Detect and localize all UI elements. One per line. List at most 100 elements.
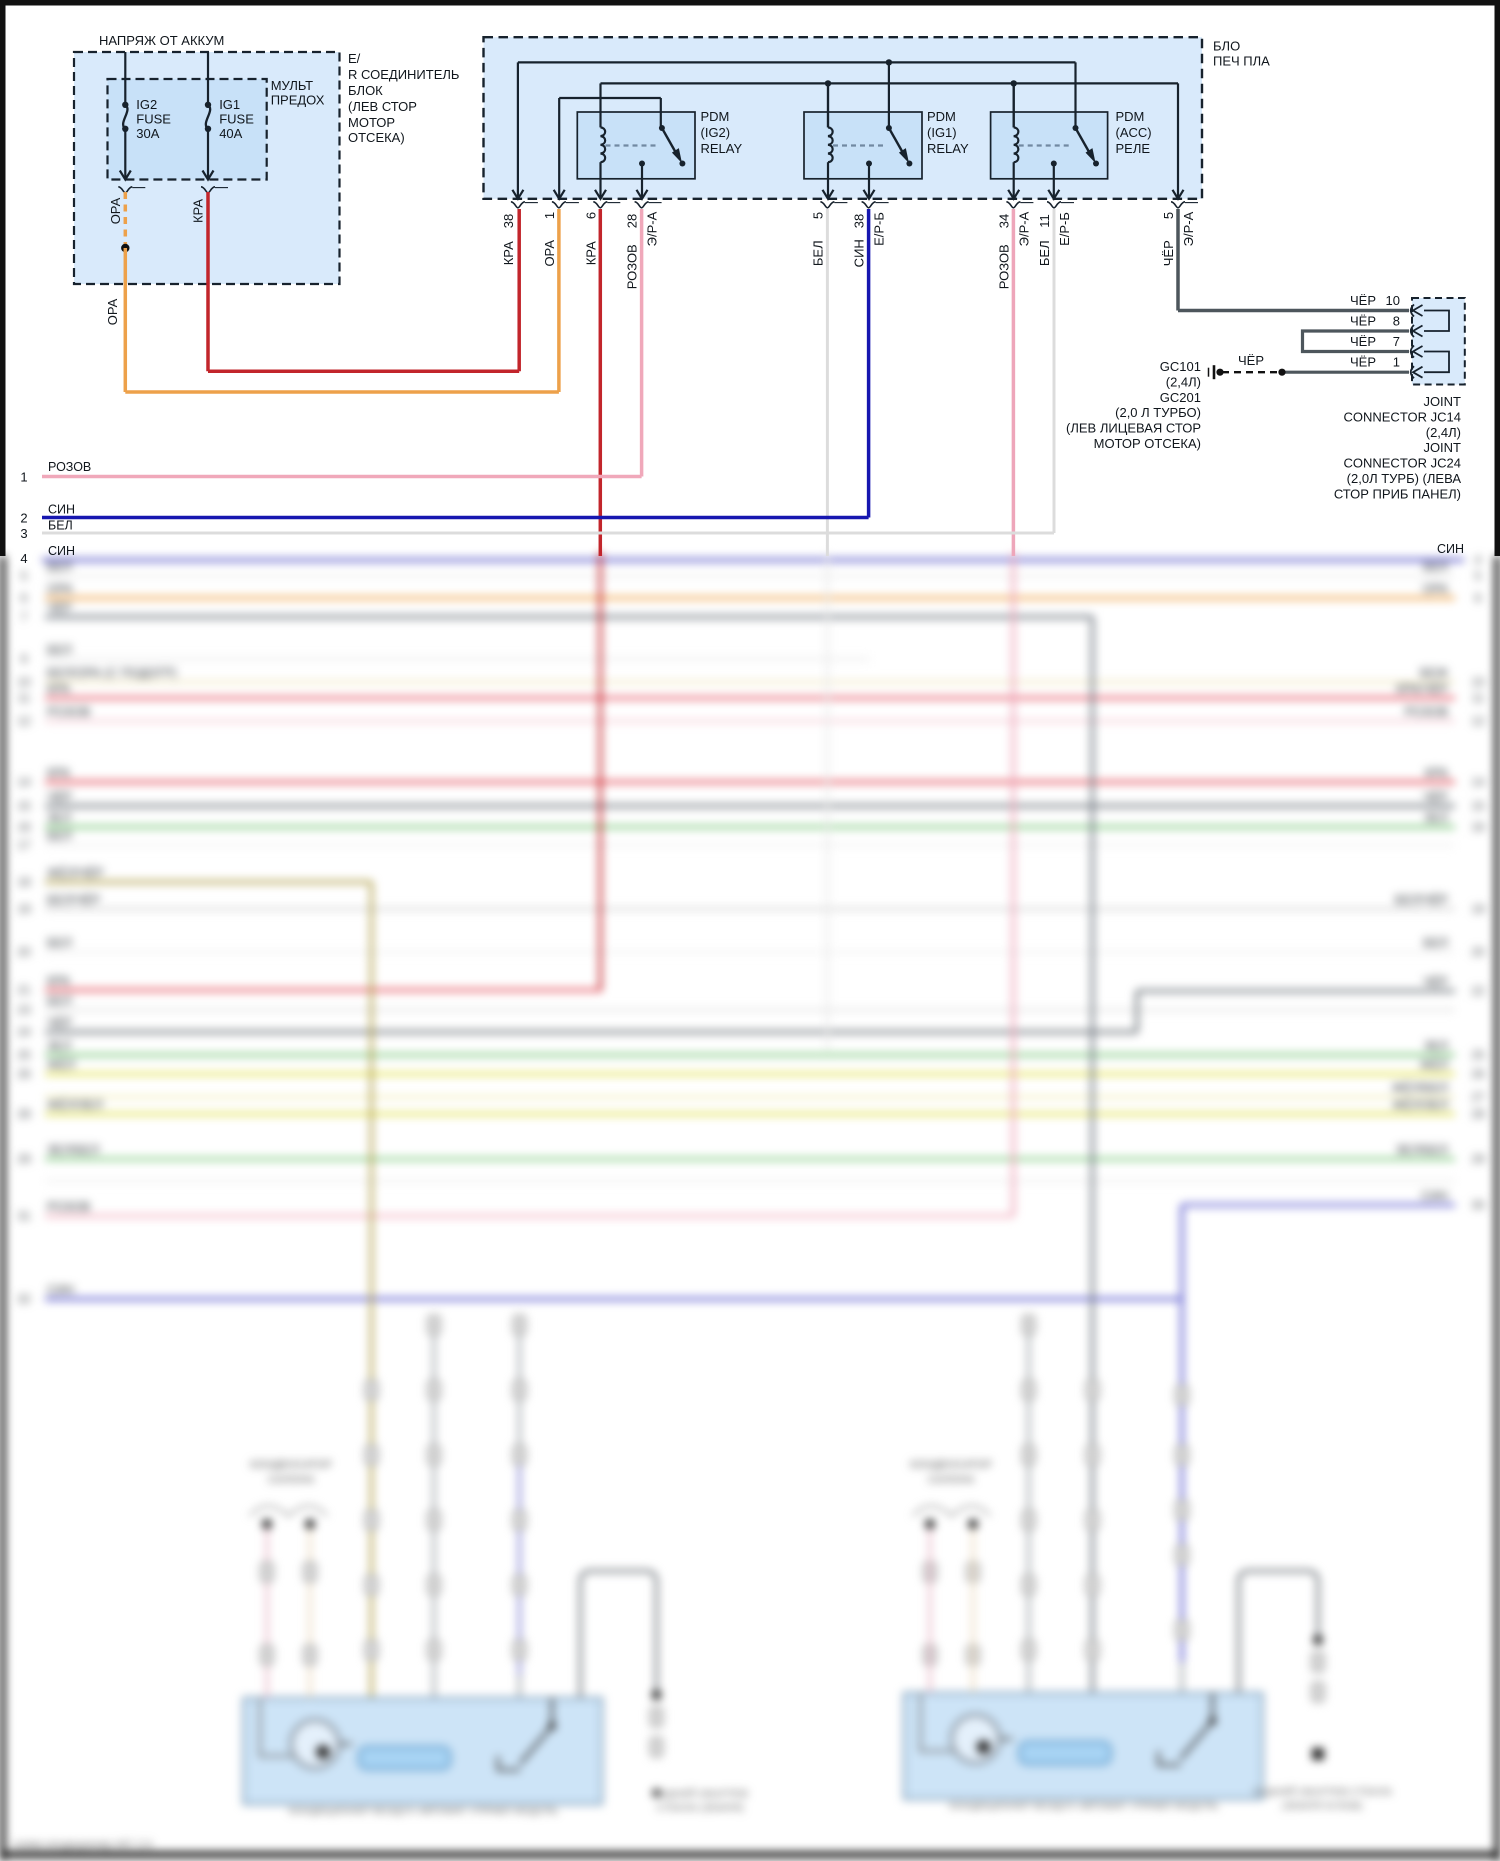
svg-text:МОТОР: МОТОР: [348, 115, 395, 130]
svg-text:6: 6: [583, 212, 598, 219]
svg-text:16: 16: [17, 820, 31, 834]
svg-text:ЖЁЛ/БЕЛ: ЖЁЛ/БЕЛ: [1392, 1081, 1448, 1095]
svg-text:10: 10: [1471, 675, 1485, 689]
svg-text:БЕЛ: БЕЛ: [48, 519, 73, 533]
svg-text:PDM: PDM: [1116, 109, 1145, 124]
svg-text:БЕЛ: БЕЛ: [1423, 560, 1448, 574]
svg-text:(IG2): (IG2): [701, 125, 731, 140]
svg-text:ЧЁР: ЧЁР: [47, 1016, 72, 1030]
svg-text:22: 22: [1471, 984, 1485, 998]
svg-text:3: 3: [20, 526, 27, 541]
svg-text:ЗАДНИЙ ОБОГРЕВ СТЕКЛА: ЗАДНИЙ ОБОГРЕВ СТЕКЛА: [1252, 1785, 1392, 1798]
svg-text:IG2: IG2: [136, 97, 157, 112]
svg-text:26: 26: [17, 1067, 31, 1081]
svg-text:ЖЁЛ: ЖЁЛ: [47, 1058, 75, 1072]
svg-text:E/: E/: [348, 51, 361, 66]
svg-text:7: 7: [1393, 334, 1400, 349]
svg-text:РОЗОВ: РОЗОВ: [48, 460, 91, 474]
svg-text:(2,4Л): (2,4Л): [1426, 425, 1461, 440]
svg-text:ЧЁР: ЧЁР: [1350, 314, 1376, 329]
svg-text:МОТОР ОТСЕКА): МОТОР ОТСЕКА): [1094, 436, 1201, 451]
svg-text:19: 19: [1471, 902, 1485, 916]
svg-text:БЕЛ: БЕЛ: [47, 829, 72, 843]
svg-text:JOINT: JOINT: [1423, 440, 1461, 455]
svg-text:СИН: СИН: [48, 503, 75, 517]
svg-text:БЕЛ: БЕЛ: [47, 994, 72, 1008]
svg-text:ОТСЕКА): ОТСЕКА): [348, 130, 405, 145]
svg-text:10: 10: [17, 675, 31, 689]
svg-text:20: 20: [1471, 945, 1485, 959]
svg-text:БЕЛ/ОРА (С ПОДОГР): БЕЛ/ОРА (С ПОДОГР): [47, 666, 177, 680]
svg-text:СИН: СИН: [1437, 542, 1464, 556]
svg-text:КРА: КРА: [47, 974, 71, 988]
svg-text:ЗЕЛ/БЕЛ: ЗЕЛ/БЕЛ: [1396, 1143, 1448, 1157]
svg-text:(ЛЕВ ЛИЦЕВАЯ СТОР: (ЛЕВ ЛИЦЕВАЯ СТОР: [1066, 421, 1201, 436]
svg-text:ОРА: ОРА: [47, 582, 73, 596]
svg-text:11: 11: [1472, 691, 1485, 705]
svg-text:ПЕЧ ПЛА: ПЕЧ ПЛА: [1213, 54, 1270, 69]
svg-text:FUSE: FUSE: [136, 112, 171, 127]
svg-text:Э/Р-А: Э/Р-А: [1016, 211, 1031, 246]
svg-text:29: 29: [1471, 1152, 1485, 1166]
svg-text:ЗЕЛ: ЗЕЛ: [1424, 811, 1448, 825]
svg-text:ЖЁЛ/ЧЁР: ЖЁЛ/ЧЁР: [47, 866, 104, 880]
svg-text:RELAY: RELAY: [701, 141, 743, 156]
svg-text:СИН: СИН: [47, 1283, 74, 1297]
svg-text:23: 23: [17, 1003, 31, 1017]
svg-text:ЧЁР: ЧЁР: [47, 790, 72, 804]
svg-text:24: 24: [17, 1025, 31, 1039]
svg-text:28: 28: [17, 1107, 31, 1121]
svg-text:32: 32: [17, 1292, 31, 1306]
svg-text:БЕЛ: БЕЛ: [47, 936, 72, 950]
svg-text:ЧЁР: ЧЁР: [1161, 240, 1176, 266]
svg-text:ПРЕДОХ: ПРЕДОХ: [271, 93, 325, 108]
svg-text:КОНДИЦИОНЕР ВОЗДУХ АВТОМАТ УПР: КОНДИЦИОНЕР ВОЗДУХ АВТОМАТ УПРАВЛ МОДУЛЬ: [949, 1800, 1218, 1812]
svg-text:(ЗЕМЛЯ КУЗОВ): (ЗЕМЛЯ КУЗОВ): [1282, 1800, 1363, 1812]
svg-text:(2,0Л ТУРБ) (ЛЕВА: (2,0Л ТУРБ) (ЛЕВА: [1347, 471, 1462, 486]
svg-text:(2,0 Л ТУРБО): (2,0 Л ТУРБО): [1115, 405, 1201, 420]
svg-text:7: 7: [21, 610, 28, 624]
svg-text:БЕЛ: БЕЛ: [47, 560, 72, 574]
svg-text:15: 15: [1471, 799, 1485, 813]
svg-text:11: 11: [1037, 214, 1052, 228]
svg-text:РОЗОВ: РОЗОВ: [996, 244, 1011, 289]
svg-text:IG1: IG1: [219, 97, 240, 112]
svg-text:CONNECTOR JC24: CONNECTOR JC24: [1343, 456, 1461, 471]
svg-text:КРА: КРА: [47, 766, 71, 780]
svg-text:СИН: СИН: [852, 239, 867, 267]
svg-text:КОНДЕНСАТОР: КОНДЕНСАТОР: [250, 1459, 332, 1471]
svg-text:5: 5: [21, 569, 28, 583]
svg-text:САЛОНА: САЛОНА: [268, 1474, 315, 1486]
svg-text:GC101: GC101: [1160, 359, 1201, 374]
svg-text:СИН: СИН: [1421, 1189, 1448, 1203]
svg-text:5: 5: [810, 212, 825, 219]
svg-text:ЖЁЛ/ЗЕЛ: ЖЁЛ/ЗЕЛ: [47, 1098, 103, 1112]
svg-text:4: 4: [1475, 553, 1482, 567]
svg-text:(ACC): (ACC): [1116, 125, 1152, 140]
svg-text:10: 10: [1386, 293, 1400, 308]
svg-text:(ЛЕВ СТОР: (ЛЕВ СТОР: [348, 99, 417, 114]
svg-text:1: 1: [1393, 355, 1400, 370]
svg-text:РОЗОВ: РОЗОВ: [47, 1200, 90, 1214]
svg-text:КРА: КРА: [583, 241, 598, 265]
svg-text:4: 4: [20, 551, 27, 566]
svg-text:19: 19: [17, 902, 31, 916]
svg-text:РОЗОВ: РОЗОВ: [625, 244, 640, 289]
svg-text:25: 25: [1471, 1048, 1485, 1062]
svg-text:38: 38: [501, 214, 516, 228]
svg-text:ЗЕЛ: ЗЕЛ: [47, 811, 71, 825]
svg-text:БЕЛ: БЕЛ: [47, 643, 72, 657]
svg-text:28: 28: [625, 214, 640, 228]
svg-text:КРА: КРА: [47, 682, 71, 696]
svg-text:30A: 30A: [136, 126, 159, 141]
svg-text:12: 12: [17, 714, 31, 728]
svg-text:GC201: GC201: [1160, 390, 1201, 405]
svg-text:18: 18: [17, 875, 31, 889]
svg-text:ОРА: ОРА: [105, 298, 120, 325]
svg-text:САЛОНА: САЛОНА: [928, 1474, 975, 1486]
svg-text:БЛО: БЛО: [1213, 39, 1240, 54]
svg-text:ОРА: ОРА: [1422, 582, 1448, 596]
svg-text:СТЕКЛА (ЗЕМЛЯ): СТЕКЛА (ЗЕМЛЯ): [656, 1802, 743, 1814]
svg-text:5: 5: [1475, 569, 1482, 583]
svg-text:2: 2: [20, 511, 27, 526]
